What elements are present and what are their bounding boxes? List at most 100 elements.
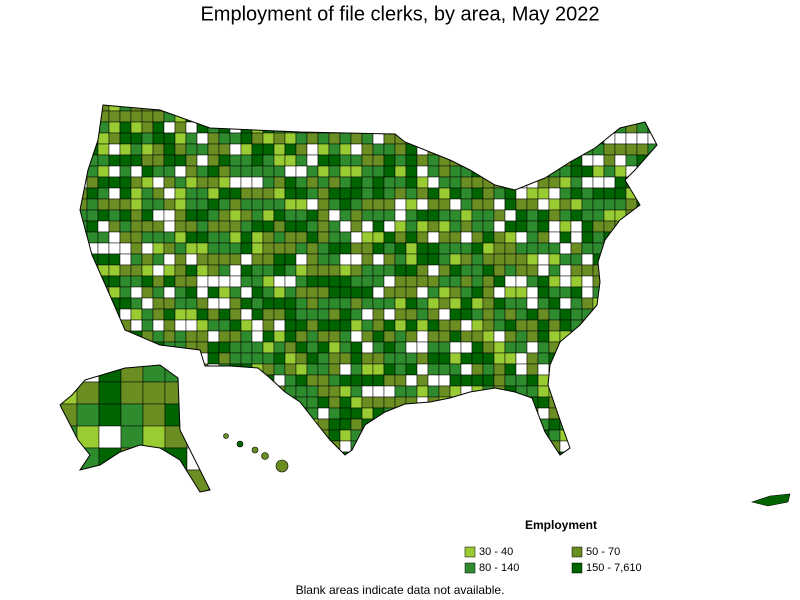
region — [295, 143, 308, 156]
region — [141, 110, 154, 123]
region — [218, 352, 231, 365]
region — [460, 275, 473, 288]
region — [438, 429, 451, 442]
region — [471, 407, 484, 420]
region — [218, 286, 231, 299]
region — [405, 231, 418, 244]
region — [273, 209, 286, 222]
region — [548, 264, 561, 277]
region — [141, 154, 154, 167]
region — [603, 286, 616, 299]
region — [108, 209, 121, 222]
region — [196, 396, 209, 409]
island — [275, 459, 289, 473]
region — [97, 143, 110, 156]
region — [581, 209, 594, 222]
region — [394, 286, 407, 299]
region — [218, 440, 231, 453]
region — [504, 297, 517, 310]
region — [284, 198, 297, 211]
region — [361, 187, 374, 200]
region — [207, 385, 220, 398]
region — [394, 209, 407, 222]
region — [659, 375, 670, 386]
region — [328, 363, 341, 376]
region — [416, 363, 429, 376]
region — [306, 275, 319, 288]
region — [141, 352, 154, 365]
region — [141, 286, 154, 299]
region — [295, 165, 308, 178]
region — [460, 330, 473, 343]
region — [262, 220, 275, 233]
region — [438, 308, 451, 321]
region — [482, 297, 495, 310]
region — [493, 319, 506, 332]
region — [218, 105, 231, 112]
region — [482, 440, 495, 453]
region — [218, 341, 231, 354]
region — [438, 231, 451, 244]
region — [152, 451, 165, 455]
region — [76, 469, 100, 492]
region — [361, 154, 374, 167]
region — [614, 308, 627, 321]
region — [306, 396, 319, 409]
region — [185, 429, 198, 442]
region — [438, 105, 451, 112]
legend-label: 50 - 70 — [586, 546, 620, 558]
region — [625, 341, 638, 354]
region — [350, 253, 363, 266]
region — [537, 121, 550, 134]
region — [625, 330, 638, 343]
region — [350, 187, 363, 200]
region — [372, 132, 385, 145]
region — [361, 220, 374, 233]
region — [493, 198, 506, 211]
region — [207, 407, 220, 420]
region — [548, 407, 561, 420]
region — [218, 198, 231, 211]
region — [317, 341, 330, 354]
region — [372, 297, 385, 310]
region — [559, 187, 572, 200]
region — [306, 176, 319, 189]
region — [581, 385, 594, 398]
footnote: Blank areas indicate data not available. — [296, 583, 505, 597]
region — [636, 352, 649, 365]
region — [460, 231, 473, 244]
region — [372, 330, 385, 343]
region — [647, 231, 657, 244]
region — [636, 253, 649, 266]
region — [416, 105, 429, 112]
region — [493, 154, 506, 167]
region — [526, 429, 539, 442]
region — [405, 154, 418, 167]
region — [405, 429, 418, 442]
region — [207, 451, 220, 455]
region — [218, 176, 231, 189]
region — [394, 121, 407, 134]
region — [108, 121, 121, 134]
region — [647, 429, 657, 442]
region — [372, 198, 385, 211]
region — [372, 154, 385, 167]
region — [482, 451, 495, 455]
region — [306, 440, 319, 453]
region — [152, 121, 165, 134]
region — [339, 143, 352, 156]
region — [603, 242, 616, 255]
region — [625, 418, 638, 431]
region — [185, 165, 198, 178]
region — [108, 220, 121, 233]
region — [592, 330, 605, 343]
region — [328, 176, 341, 189]
region — [273, 297, 286, 310]
region — [449, 264, 462, 277]
region — [493, 121, 506, 134]
region — [86, 319, 99, 332]
region — [207, 132, 220, 145]
region — [526, 110, 539, 123]
region — [416, 264, 429, 277]
region — [537, 242, 550, 255]
